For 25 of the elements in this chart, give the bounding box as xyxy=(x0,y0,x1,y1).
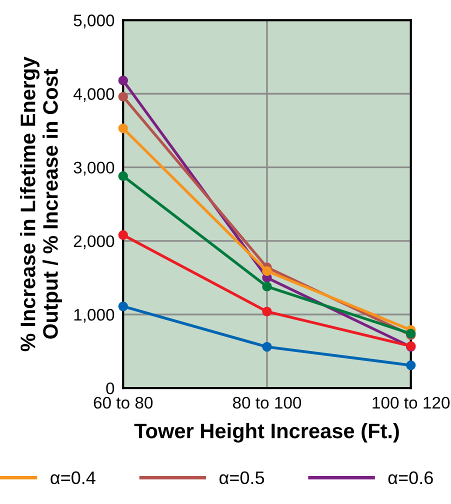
point xyxy=(118,171,128,182)
point xyxy=(118,92,128,102)
y-tick-label: 4,000 xyxy=(73,88,114,102)
point xyxy=(118,302,128,312)
y-tick-label: 5,000 xyxy=(74,14,114,28)
point xyxy=(262,282,272,292)
point xyxy=(118,76,128,86)
x-tick-label: 100 to 120 xyxy=(372,396,450,409)
y-tick-label: 0 xyxy=(106,382,114,394)
point xyxy=(406,360,416,370)
legend-label: α=0.5 xyxy=(219,471,264,484)
x-axis-title: Tower Height Increase (Ft.) xyxy=(134,423,399,443)
point xyxy=(118,123,128,134)
point xyxy=(262,266,272,276)
x-tick-label: 80 to 100 xyxy=(232,396,302,409)
y-tick-label: 1,000 xyxy=(74,308,114,323)
y-tick-label: 2,000 xyxy=(74,235,114,250)
legend-label: α=0.4 xyxy=(50,471,96,484)
y-tick-label: 3,000 xyxy=(74,162,114,176)
x-tick-label: 60 to 80 xyxy=(94,396,153,409)
point xyxy=(118,230,128,240)
y-axis-title: % Increase in Lifetime Energy Output / % Increase in Cost xyxy=(20,56,62,352)
legend-label: α=0.6 xyxy=(388,471,433,484)
point xyxy=(262,306,272,316)
point xyxy=(262,342,272,352)
